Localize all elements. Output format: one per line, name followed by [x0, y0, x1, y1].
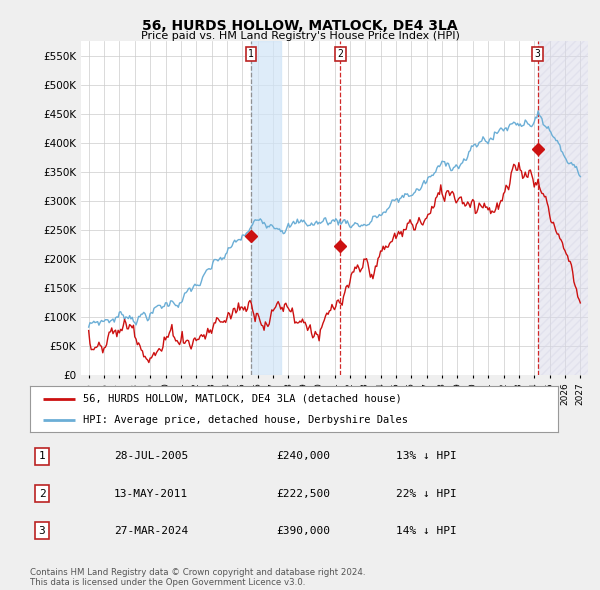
Text: 2: 2: [38, 489, 46, 499]
Text: 56, HURDS HOLLOW, MATLOCK, DE4 3LA: 56, HURDS HOLLOW, MATLOCK, DE4 3LA: [142, 19, 458, 33]
Text: Price paid vs. HM Land Registry's House Price Index (HPI): Price paid vs. HM Land Registry's House …: [140, 31, 460, 41]
Text: 28-JUL-2005: 28-JUL-2005: [114, 451, 188, 461]
Text: 2: 2: [337, 49, 343, 59]
Text: 27-MAR-2024: 27-MAR-2024: [114, 526, 188, 536]
Text: 1: 1: [248, 49, 254, 59]
Text: This data is licensed under the Open Government Licence v3.0.: This data is licensed under the Open Gov…: [30, 578, 305, 587]
Text: HPI: Average price, detached house, Derbyshire Dales: HPI: Average price, detached house, Derb…: [83, 415, 408, 425]
Text: 3: 3: [38, 526, 46, 536]
Text: £240,000: £240,000: [276, 451, 330, 461]
Text: 13% ↓ HPI: 13% ↓ HPI: [396, 451, 457, 461]
Text: Contains HM Land Registry data © Crown copyright and database right 2024.: Contains HM Land Registry data © Crown c…: [30, 568, 365, 576]
Text: 14% ↓ HPI: 14% ↓ HPI: [396, 526, 457, 536]
Text: 22% ↓ HPI: 22% ↓ HPI: [396, 489, 457, 499]
Text: 56, HURDS HOLLOW, MATLOCK, DE4 3LA (detached house): 56, HURDS HOLLOW, MATLOCK, DE4 3LA (deta…: [83, 394, 401, 404]
Bar: [538, 41, 588, 375]
Bar: [251, 41, 281, 375]
Text: 1: 1: [38, 451, 46, 461]
Text: £222,500: £222,500: [276, 489, 330, 499]
Text: 13-MAY-2011: 13-MAY-2011: [114, 489, 188, 499]
Text: 3: 3: [535, 49, 541, 59]
Text: £390,000: £390,000: [276, 526, 330, 536]
